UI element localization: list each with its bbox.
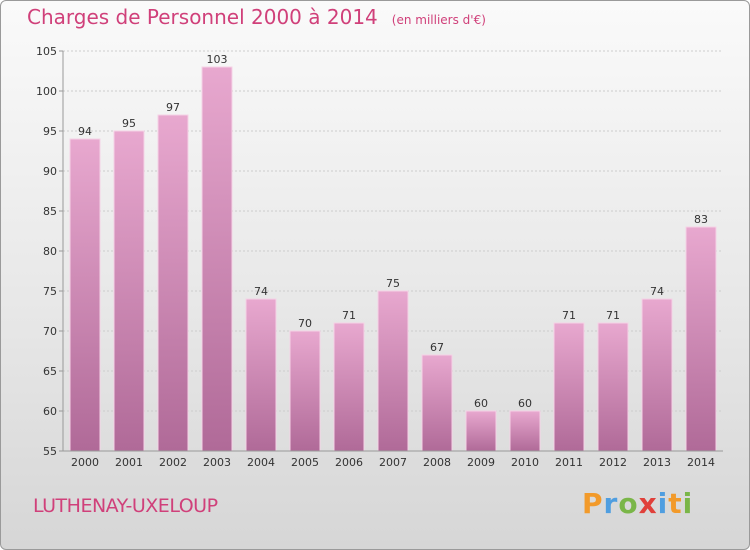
y-tick-label: 105 [36, 45, 57, 58]
bar[interactable] [685, 226, 717, 452]
bar[interactable] [597, 322, 629, 452]
bar[interactable] [553, 322, 585, 452]
x-tick-label: 2012 [599, 456, 627, 469]
data-label: 67 [430, 341, 444, 354]
data-label: 74 [254, 285, 268, 298]
y-tick-label: 100 [36, 85, 57, 98]
x-tick-label: 2009 [467, 456, 495, 469]
y-tick-label: 95 [43, 125, 57, 138]
bar[interactable] [245, 298, 277, 452]
x-tick-label: 2010 [511, 456, 539, 469]
data-label: 60 [518, 397, 532, 410]
bar[interactable] [289, 330, 321, 452]
y-tick-label: 90 [43, 165, 57, 178]
bar[interactable] [641, 298, 673, 452]
y-tick-label: 65 [43, 365, 57, 378]
y-tick-label: 75 [43, 285, 57, 298]
brand-letter: P [582, 487, 604, 520]
data-label: 95 [122, 117, 136, 130]
data-label: 70 [298, 317, 312, 330]
data-label: 71 [606, 309, 620, 322]
bar[interactable] [509, 410, 541, 452]
data-label: 74 [650, 285, 664, 298]
chart-subtitle: (en milliers d'€) [391, 13, 486, 27]
data-label: 94 [78, 125, 92, 138]
x-tick-label: 2014 [687, 456, 715, 469]
y-tick-label: 55 [43, 445, 57, 458]
brand-logo[interactable]: Proxiti [582, 487, 693, 520]
brand-letter: t [668, 487, 683, 520]
x-tick-label: 2004 [247, 456, 275, 469]
bars-layer: 94 95 97 103 74 70 71 75 67 60 60 71 71 74 83 [69, 53, 717, 452]
bar[interactable] [157, 114, 189, 452]
data-label: 71 [562, 309, 576, 322]
x-tick-label: 2001 [115, 456, 143, 469]
x-tick-label: 2003 [203, 456, 231, 469]
bar[interactable] [421, 354, 453, 452]
data-label: 71 [342, 309, 356, 322]
x-tick-label: 2000 [71, 456, 99, 469]
bar[interactable] [113, 130, 145, 452]
brand-letter: i [657, 487, 669, 520]
bar[interactable] [201, 66, 233, 452]
x-tick-label: 2013 [643, 456, 671, 469]
x-tick-label: 2007 [379, 456, 407, 469]
x-tick-label: 2011 [555, 456, 583, 469]
bar[interactable] [465, 410, 497, 452]
data-label: 75 [386, 277, 400, 290]
data-label: 103 [207, 53, 228, 66]
x-tick-label: 2006 [335, 456, 363, 469]
data-label: 83 [694, 213, 708, 226]
title-row: Charges de Personnel 2000 à 2014 (en mill… [27, 5, 486, 29]
bar[interactable] [333, 322, 365, 452]
bar[interactable] [377, 290, 409, 452]
x-tick-label: 2002 [159, 456, 187, 469]
brand-letter: r [603, 487, 619, 520]
brand-letter: i [682, 487, 694, 520]
commune-name: LUTHENAY-UXELOUP [33, 495, 218, 517]
brand-letter: o [618, 487, 639, 520]
chart-title: Charges de Personnel 2000 à 2014 [27, 5, 378, 29]
y-tick-label: 70 [43, 325, 57, 338]
x-tick-label: 2005 [291, 456, 319, 469]
bar[interactable] [69, 138, 101, 452]
brand-letter: x [638, 487, 658, 520]
y-tick-label: 85 [43, 205, 57, 218]
y-tick-label: 60 [43, 405, 57, 418]
x-tick-label: 2008 [423, 456, 451, 469]
data-label: 60 [474, 397, 488, 410]
axis-layer: 55 60 65 70 75 80 85 90 95 100 105 2000 2001 2002 2003… [36, 45, 723, 469]
y-tick-label: 80 [43, 245, 57, 258]
data-label: 97 [166, 101, 180, 114]
